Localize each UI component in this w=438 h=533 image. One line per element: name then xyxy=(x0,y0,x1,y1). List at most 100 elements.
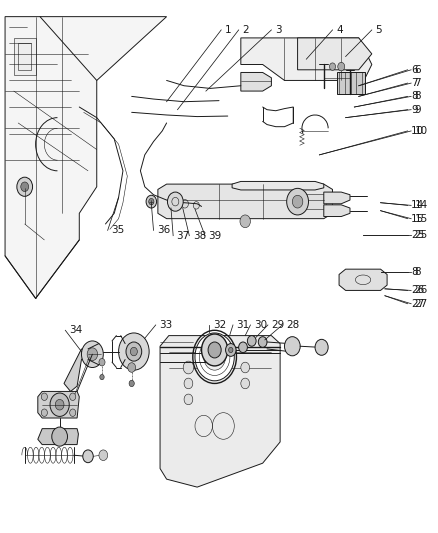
Circle shape xyxy=(119,333,149,370)
Polygon shape xyxy=(158,184,332,219)
Circle shape xyxy=(146,195,156,208)
Polygon shape xyxy=(38,429,78,445)
Circle shape xyxy=(239,342,247,353)
Circle shape xyxy=(285,337,300,356)
Text: 32: 32 xyxy=(213,320,226,330)
Circle shape xyxy=(315,340,328,356)
Text: 36: 36 xyxy=(157,225,170,236)
Polygon shape xyxy=(5,17,166,298)
Circle shape xyxy=(247,336,256,346)
Circle shape xyxy=(184,394,193,405)
Circle shape xyxy=(292,195,303,208)
Circle shape xyxy=(208,342,221,358)
Circle shape xyxy=(201,334,228,366)
Polygon shape xyxy=(241,72,272,91)
Text: 35: 35 xyxy=(111,225,124,236)
Polygon shape xyxy=(64,349,88,391)
Bar xyxy=(195,206,202,211)
Text: 37: 37 xyxy=(177,231,190,241)
Bar xyxy=(337,72,365,94)
Polygon shape xyxy=(160,336,280,487)
Text: 10: 10 xyxy=(415,126,428,136)
Text: 39: 39 xyxy=(208,231,222,241)
Circle shape xyxy=(204,344,226,370)
Circle shape xyxy=(128,363,136,372)
Circle shape xyxy=(287,188,308,215)
Circle shape xyxy=(126,342,142,361)
Text: 25: 25 xyxy=(415,230,428,240)
Circle shape xyxy=(70,409,76,416)
Circle shape xyxy=(241,362,250,373)
Text: 15: 15 xyxy=(411,214,424,224)
Bar xyxy=(171,204,179,209)
Bar xyxy=(18,43,31,70)
Circle shape xyxy=(226,344,236,357)
Circle shape xyxy=(338,62,345,71)
Circle shape xyxy=(181,199,188,208)
Circle shape xyxy=(149,198,154,205)
Bar xyxy=(14,38,35,75)
Circle shape xyxy=(70,393,76,400)
Text: 15: 15 xyxy=(415,214,428,224)
Polygon shape xyxy=(38,391,79,418)
Circle shape xyxy=(129,380,134,386)
Polygon shape xyxy=(297,38,372,70)
Text: 5: 5 xyxy=(375,25,382,35)
Text: 2: 2 xyxy=(242,25,249,35)
Polygon shape xyxy=(241,38,372,91)
Text: 26: 26 xyxy=(415,286,428,295)
Text: 3: 3 xyxy=(275,25,282,35)
Text: 30: 30 xyxy=(254,320,267,330)
Circle shape xyxy=(193,201,199,209)
Text: 6: 6 xyxy=(411,65,418,75)
Text: 9: 9 xyxy=(411,104,418,115)
Circle shape xyxy=(329,63,336,70)
Polygon shape xyxy=(232,181,324,190)
Circle shape xyxy=(100,374,104,379)
Text: 1: 1 xyxy=(225,25,231,35)
Text: 8: 8 xyxy=(415,267,421,277)
Text: 34: 34 xyxy=(69,325,82,335)
Circle shape xyxy=(87,348,98,361)
Text: 27: 27 xyxy=(411,298,424,309)
Text: 31: 31 xyxy=(237,320,250,330)
Circle shape xyxy=(50,393,69,416)
Circle shape xyxy=(131,348,138,356)
Circle shape xyxy=(229,348,233,353)
Circle shape xyxy=(167,192,183,211)
Circle shape xyxy=(184,378,193,389)
Text: 26: 26 xyxy=(411,286,424,295)
Text: 10: 10 xyxy=(411,126,424,136)
Text: 9: 9 xyxy=(415,104,421,115)
Bar xyxy=(183,204,191,209)
Text: 25: 25 xyxy=(411,230,424,240)
Circle shape xyxy=(41,409,47,416)
Text: 7: 7 xyxy=(411,78,418,88)
Text: 14: 14 xyxy=(415,200,428,211)
Text: 6: 6 xyxy=(415,65,421,75)
Circle shape xyxy=(241,378,250,389)
Circle shape xyxy=(183,361,194,374)
Text: 14: 14 xyxy=(411,200,424,211)
Polygon shape xyxy=(339,269,387,290)
Circle shape xyxy=(52,427,67,446)
Circle shape xyxy=(195,333,234,381)
Bar xyxy=(306,194,326,209)
Text: 28: 28 xyxy=(286,320,299,330)
Polygon shape xyxy=(324,205,350,216)
Polygon shape xyxy=(324,192,350,204)
Circle shape xyxy=(17,177,32,196)
Circle shape xyxy=(21,182,28,191)
Text: 4: 4 xyxy=(336,25,343,35)
Circle shape xyxy=(99,359,105,366)
Circle shape xyxy=(169,199,177,208)
Circle shape xyxy=(55,399,64,410)
Text: 27: 27 xyxy=(415,298,428,309)
Circle shape xyxy=(81,341,103,368)
Text: 29: 29 xyxy=(272,320,285,330)
Text: 33: 33 xyxy=(159,320,173,330)
Circle shape xyxy=(240,215,251,228)
Text: 7: 7 xyxy=(415,78,421,88)
Circle shape xyxy=(99,450,108,461)
Text: 8: 8 xyxy=(411,91,418,101)
